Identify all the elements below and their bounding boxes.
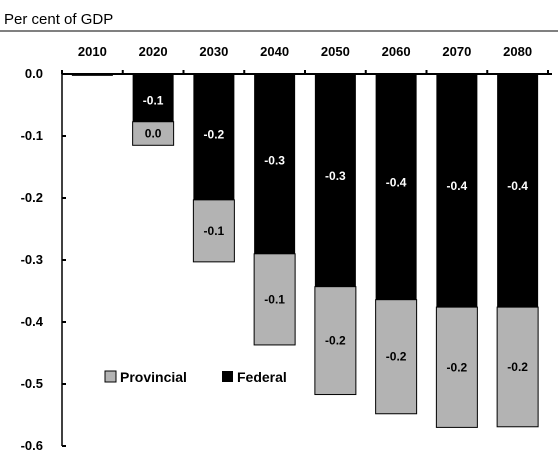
bar-federal-2020 [132,74,174,122]
bar-federal-2080 [497,74,539,308]
legend-swatch-federal [222,371,233,382]
y-tick-label: -0.1 [21,128,43,143]
bar-provincial-2020 [132,121,175,146]
x-tick-label-2020: 2020 [139,44,168,59]
label-provincial-2030: -0.1 [204,224,225,238]
y-tick-label: -0.2 [21,190,43,205]
label-provincial-2070: -0.2 [447,360,468,374]
x-tick-label-2030: 2030 [199,44,228,59]
bar-provincial-2060 [375,299,418,415]
x-tick-label-2080: 2080 [503,44,532,59]
bar-federal-2050 [314,74,356,287]
x-tick-label-2040: 2040 [260,44,289,59]
bar-federal-2030 [193,74,235,200]
plot-area: 2010 -0.1 0.0 2020 -0.2 -0.1 2030 -0.3 -0.1 2040 -… [21,44,552,453]
y-tick-label: 0.0 [25,66,43,81]
label-federal-2060: -0.4 [386,175,407,189]
legend-label-federal: Federal [237,369,287,385]
label-federal-2030: -0.2 [204,127,225,141]
bar-provincial-2040 [253,253,296,346]
bar-federal-2040 [254,74,296,254]
x-tick-label-2010: 2010 [78,44,107,59]
bar-provincial-2030 [192,199,235,263]
y-tick-label: -0.4 [21,314,44,329]
label-provincial-2020: 0.0 [145,127,162,141]
chart-title: Per cent of GDP [4,11,113,28]
x-tick-label-2070: 2070 [442,44,471,59]
bar-provincial-2070 [435,306,478,428]
legend-label-provincial: Provincial [120,369,187,385]
label-provincial-2050: -0.2 [325,334,346,348]
y-tick-label: -0.3 [21,252,43,267]
label-federal-2020: -0.1 [143,93,164,107]
bar-provincial-2050 [314,286,357,396]
label-federal-2070: -0.4 [447,179,468,193]
legend-swatch-provincial [104,370,117,383]
y-tick-label: -0.5 [21,376,43,391]
label-provincial-2060: -0.2 [386,350,407,364]
bar-federal-2070 [436,74,478,308]
label-federal-2050: -0.3 [325,169,346,183]
bar-federal-2060 [375,74,417,300]
x-tick-label-2050: 2050 [321,44,350,59]
label-federal-2040: -0.3 [264,153,285,167]
x-tick-label-2060: 2060 [382,44,411,59]
y-tick-label: -0.6 [21,438,43,453]
label-provincial-2080: -0.2 [507,360,528,374]
label-provincial-2040: -0.1 [264,292,285,306]
label-federal-2080: -0.4 [507,179,528,193]
bar-provincial-2080 [496,306,539,428]
